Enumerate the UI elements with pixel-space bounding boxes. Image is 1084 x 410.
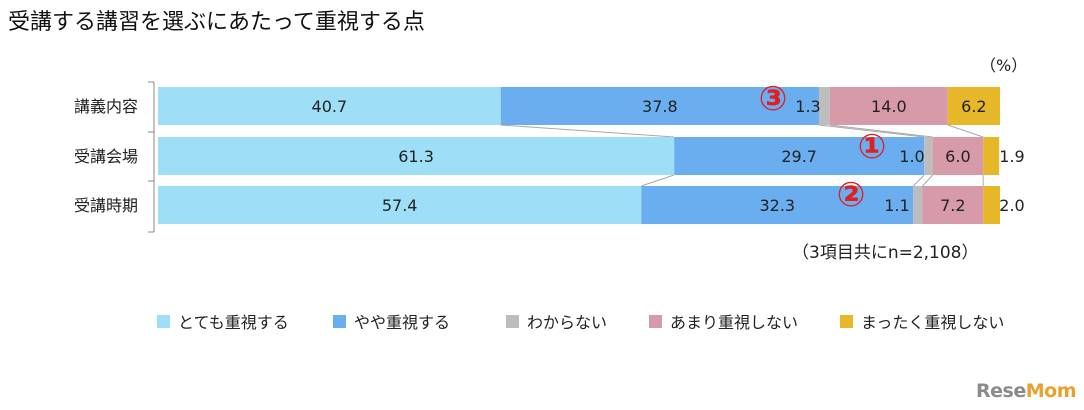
legend-item: とても重視する	[157, 309, 289, 333]
bar-segment	[983, 137, 1000, 175]
rank-annotation: ①	[858, 127, 887, 167]
data-label: 6.2	[961, 97, 986, 116]
sample-size-note: （3項目共にn=2,108）	[792, 243, 979, 263]
legend-label: とても重視する	[178, 313, 289, 332]
logo-text-a: Rese	[976, 380, 1026, 402]
data-label: 1.3	[795, 97, 820, 116]
rank-annotation: ③	[759, 79, 788, 119]
unit-label: （%）	[980, 56, 1028, 75]
data-label: 57.4	[382, 196, 418, 215]
resemom-logo: ReseMom	[976, 380, 1076, 402]
bar-segment	[818, 87, 830, 125]
legend-swatch	[157, 314, 170, 328]
data-label: 61.3	[398, 147, 434, 166]
legend-swatch	[649, 314, 662, 328]
data-label: 7.2	[940, 196, 965, 215]
bar-segment	[829, 87, 948, 125]
series-connector-line	[641, 174, 675, 187]
bar-segment	[922, 186, 984, 224]
series-connector-line	[912, 174, 925, 187]
legend-item: まったく重視しない	[840, 309, 1004, 333]
data-label: 37.8	[642, 97, 678, 116]
legend-swatch	[333, 314, 346, 328]
legend-swatch	[840, 314, 853, 328]
bar-segment	[674, 137, 925, 175]
bar-segment	[924, 137, 933, 175]
legend-label: まったく重視しない	[861, 313, 1005, 332]
series-connector-line	[922, 174, 934, 187]
bar-segment	[932, 137, 984, 175]
data-label: 32.3	[759, 196, 795, 215]
series-connector-line	[829, 124, 933, 138]
data-label: 1.0	[899, 147, 924, 166]
data-label: 29.7	[781, 147, 817, 166]
bar-segment	[158, 87, 501, 125]
category-label: 受講時期	[74, 196, 138, 215]
chart-legend: とても重視する やや重視する わからない あまり重視しない まったく重視しない	[0, 306, 1084, 334]
data-label: 14.0	[871, 97, 907, 116]
logo-text-b: Mom	[1025, 380, 1077, 402]
bar-segment	[913, 186, 923, 224]
legend-item: あまり重視しない	[649, 309, 798, 333]
rank-annotation: ②	[837, 175, 866, 215]
legend-item: やや重視する	[333, 309, 450, 333]
chart-title: 受講する講習を選ぶにあたって重視する点	[8, 10, 425, 35]
bar-segment	[641, 186, 914, 224]
data-label: 1.9	[999, 147, 1024, 166]
data-label: 1.1	[884, 196, 909, 215]
data-label: 6.0	[945, 147, 970, 166]
bar-segment	[500, 87, 819, 125]
legend-label: わからない	[527, 313, 608, 332]
series-connector-line	[818, 124, 925, 138]
bar-segment	[983, 186, 1000, 224]
series-connector-line	[500, 124, 675, 138]
legend-label: やや重視する	[354, 313, 451, 332]
data-label: 40.7	[312, 97, 348, 116]
bar-segment	[158, 137, 675, 175]
legend-item: わからない	[506, 309, 607, 333]
category-label: 講義内容	[74, 97, 138, 116]
data-label: 2.0	[999, 196, 1024, 215]
series-connector-line	[947, 124, 984, 138]
bar-segment	[947, 87, 1000, 125]
category-label: 受講会場	[74, 147, 138, 166]
bar-segment	[158, 186, 642, 224]
legend-swatch	[506, 314, 519, 328]
legend-label: あまり重視しない	[670, 313, 799, 332]
